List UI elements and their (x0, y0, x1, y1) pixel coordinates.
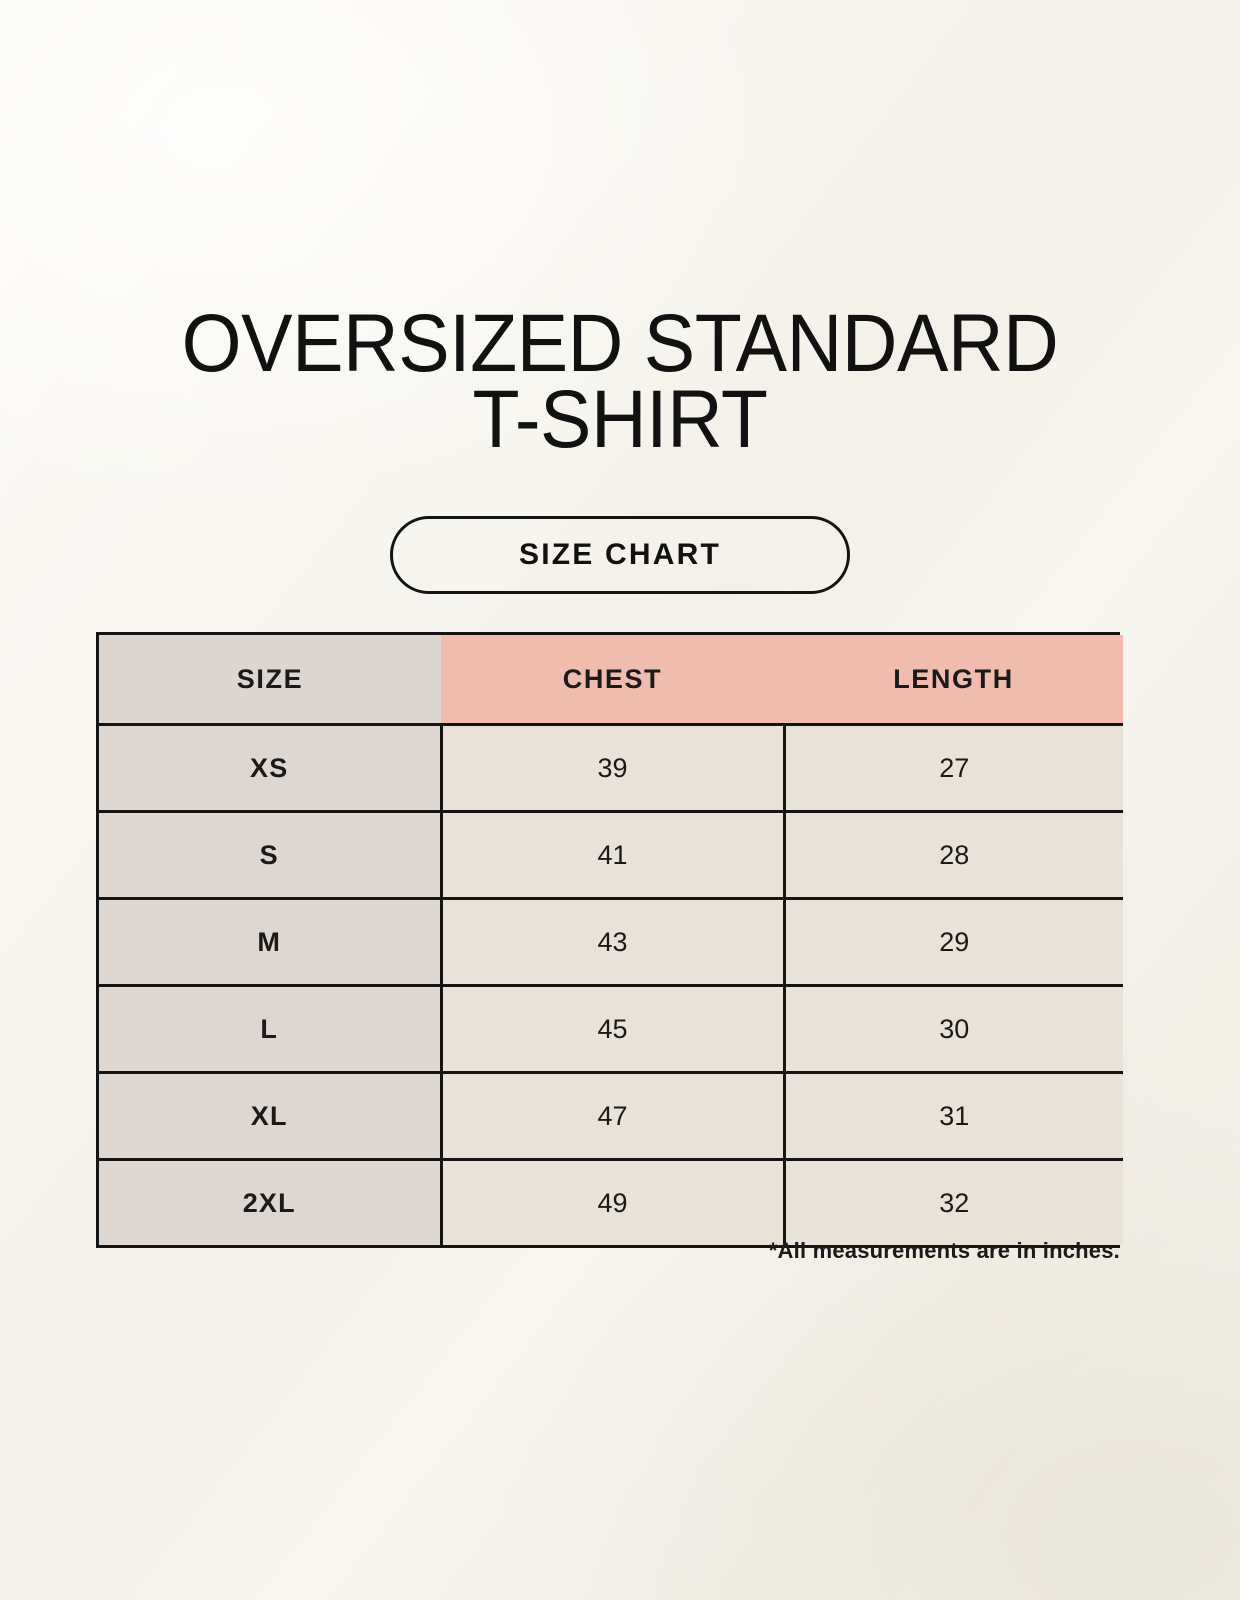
cell-size: S (99, 811, 443, 900)
table-row: M 43 29 (99, 898, 1123, 987)
column-header-length: LENGTH (784, 635, 1123, 726)
table-row: L 45 30 (99, 985, 1123, 1074)
cell-length: 30 (784, 985, 1123, 1074)
table-row: S 41 28 (99, 811, 1123, 900)
cell-length: 31 (784, 1072, 1123, 1161)
column-header-size: SIZE (99, 635, 441, 726)
cell-length: 27 (784, 724, 1123, 813)
cell-length: 29 (784, 898, 1123, 987)
cell-size: XS (99, 724, 443, 813)
measurements-footnote: *All measurements are in inches. (768, 1238, 1120, 1263)
cell-size: XL (99, 1072, 443, 1161)
table-row: XS 39 27 (99, 724, 1123, 813)
size-chart-table: SIZE CHEST LENGTH XS 39 27 S 41 28 M (99, 635, 1123, 1245)
cell-chest: 41 (441, 811, 786, 900)
cell-chest: 43 (441, 898, 786, 987)
cell-length: 28 (784, 811, 1123, 900)
cell-length: 32 (784, 1159, 1123, 1245)
size-chart-badge-wrap: SIZE CHART (0, 516, 1240, 594)
column-header-chest: CHEST (441, 635, 784, 726)
cell-size: L (99, 985, 443, 1074)
size-chart-table-frame: SIZE CHEST LENGTH XS 39 27 S 41 28 M (96, 632, 1123, 1248)
size-chart-badge: SIZE CHART (390, 516, 850, 594)
cell-chest: 49 (441, 1159, 786, 1245)
table-row: 2XL 49 32 (99, 1159, 1123, 1245)
cell-size: 2XL (99, 1159, 443, 1245)
cell-size: M (99, 898, 443, 987)
cell-chest: 39 (441, 724, 786, 813)
cell-chest: 45 (441, 985, 786, 1074)
cell-chest: 47 (441, 1072, 786, 1161)
page-title: OVERSIZED STANDARD T-SHIRT (181, 298, 1059, 465)
table-row: XL 47 31 (99, 1072, 1123, 1161)
table-header-row: SIZE CHEST LENGTH (99, 635, 1123, 726)
